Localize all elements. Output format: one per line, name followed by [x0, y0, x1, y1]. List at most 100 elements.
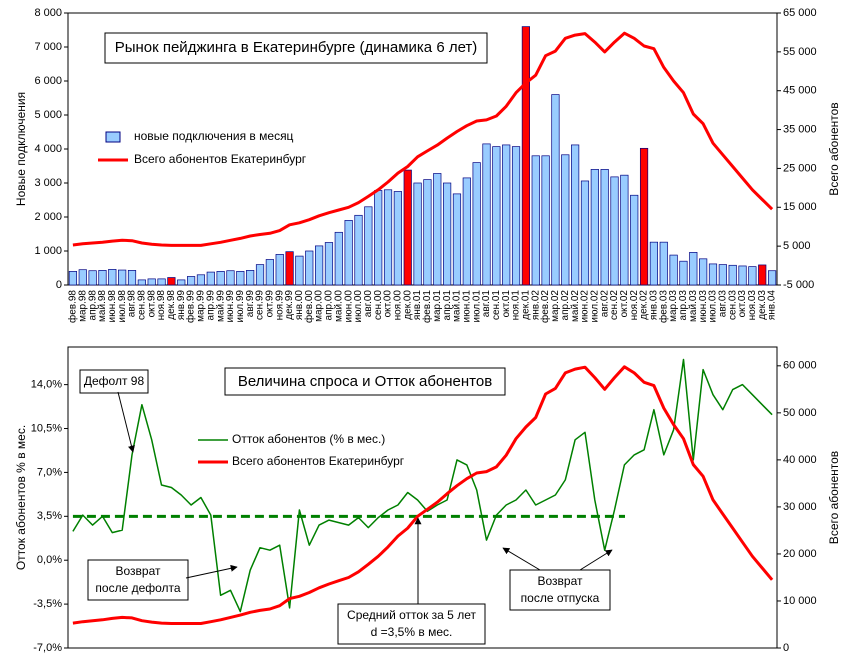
bar: [196, 274, 206, 286]
x-tick-label: фев.00: [303, 290, 315, 323]
y-tick-label: 0,0%: [37, 554, 62, 566]
bar: [334, 231, 343, 286]
bar: [561, 154, 570, 286]
series-line: [72, 365, 774, 625]
y2-tick-label: 35 000: [783, 123, 817, 135]
bar: [118, 269, 127, 286]
annotation-text: после отпуска: [521, 591, 600, 605]
bar: [216, 271, 225, 286]
bar: [275, 254, 284, 286]
x-tick-label: мар.99: [196, 290, 207, 322]
annotation-text: d =3,5% в мес.: [371, 625, 453, 639]
y2-tick-label: 45 000: [783, 85, 817, 97]
annotation-box: [87, 559, 189, 601]
x-tick-label: сен.99: [255, 290, 266, 320]
annotation-text: Возврат: [538, 574, 584, 588]
bar: [354, 214, 363, 286]
x-tick-label: дек.99: [284, 290, 295, 320]
bar: [571, 144, 580, 286]
x-tick-label: июл.99: [235, 290, 246, 323]
bar: [511, 146, 521, 286]
x-tick-label: янв.02: [530, 290, 541, 321]
x-tick-label: янв.99: [176, 290, 187, 321]
x-tick-label: май.02: [570, 290, 581, 322]
x-tick-label: дек.03: [757, 290, 768, 320]
y2-axis-label: Всего абонентов: [827, 451, 841, 544]
bar: [462, 177, 471, 286]
bar: [265, 259, 274, 286]
x-tick-label: янв.04: [767, 290, 778, 321]
bar: [580, 180, 590, 286]
x-tick-label: янв.03: [649, 290, 660, 321]
x-tick-label: июн.02: [580, 290, 591, 323]
x-tick-label: июн.00: [343, 290, 354, 323]
y-tick-label: 3,5%: [37, 510, 62, 522]
x-tick-label: июл.98: [117, 290, 128, 323]
bar: [285, 251, 294, 286]
bar: [551, 94, 560, 286]
x-tick-label: сен.02: [609, 290, 620, 320]
x-tick-label: авг.00: [363, 290, 374, 318]
bar: [137, 279, 146, 286]
bar: [541, 155, 550, 286]
x-tick-label: апр.98: [87, 290, 98, 321]
bar: [689, 252, 698, 286]
x-tick-label: окт.02: [619, 290, 630, 318]
x-tick-label: янв.01: [412, 290, 423, 321]
annotation-box: [337, 603, 486, 645]
bar: [649, 241, 659, 286]
y2-tick-label: 10 000: [783, 595, 817, 607]
bar: [590, 169, 599, 286]
x-tick-label: янв.00: [294, 290, 305, 321]
x-tick-label: июл.02: [589, 290, 600, 323]
bar: [295, 255, 304, 286]
y2-tick-label: 15 000: [783, 201, 817, 213]
series-line: [72, 358, 773, 613]
bar: [246, 270, 255, 286]
y-tick-label: 7 000: [34, 41, 62, 53]
bar: [78, 269, 87, 286]
bar: [344, 220, 353, 286]
y-tick-label: 6 000: [34, 75, 62, 87]
bar: [433, 173, 442, 286]
bar: [305, 250, 314, 286]
bar: [758, 264, 767, 286]
x-tick-label: мар.01: [432, 290, 443, 322]
bar: [127, 270, 137, 286]
bar: [413, 182, 422, 286]
x-tick-label: апр.03: [678, 290, 689, 321]
x-tick-label: ноя.98: [156, 290, 167, 321]
legend-swatch: [105, 131, 121, 143]
annotation-text: Возврат: [116, 564, 162, 578]
bar: [186, 276, 196, 286]
annotation-arrow: [579, 549, 613, 571]
x-tick-label: ноя.00: [393, 290, 404, 321]
bar: [708, 263, 718, 286]
title-box: [104, 32, 488, 64]
x-tick-label: авг.02: [599, 290, 610, 318]
x-tick-label: апр.99: [205, 290, 216, 321]
x-tick-label: сен.98: [136, 290, 147, 320]
y-tick-label: -7,0%: [33, 642, 62, 654]
chart-title: Величина спроса и Отток абонентов: [238, 373, 492, 390]
y-axis-label: Новые подключения: [14, 92, 28, 206]
y-tick-label: 5 000: [34, 109, 62, 121]
bar: [699, 258, 708, 286]
legend-label: Отток абонентов (% в мес.): [232, 432, 385, 446]
bar: [452, 193, 462, 286]
annotation-arrow: [117, 391, 135, 453]
y-tick-label: 14,0%: [31, 379, 62, 391]
x-tick-label: июн.01: [461, 290, 472, 323]
annotation-text: Дефолт 98: [84, 374, 145, 388]
y-tick-label: 4 000: [34, 143, 62, 155]
x-tick-label: май.99: [215, 290, 226, 322]
x-tick-label: июн.99: [225, 290, 236, 323]
bar: [423, 179, 432, 286]
x-tick-label: июн.03: [698, 290, 709, 323]
bar: [403, 169, 412, 286]
series-line: [72, 31, 774, 247]
title-box: [224, 367, 506, 396]
y2-tick-label: 30 000: [783, 501, 817, 513]
x-tick-label: мар.00: [314, 290, 325, 322]
